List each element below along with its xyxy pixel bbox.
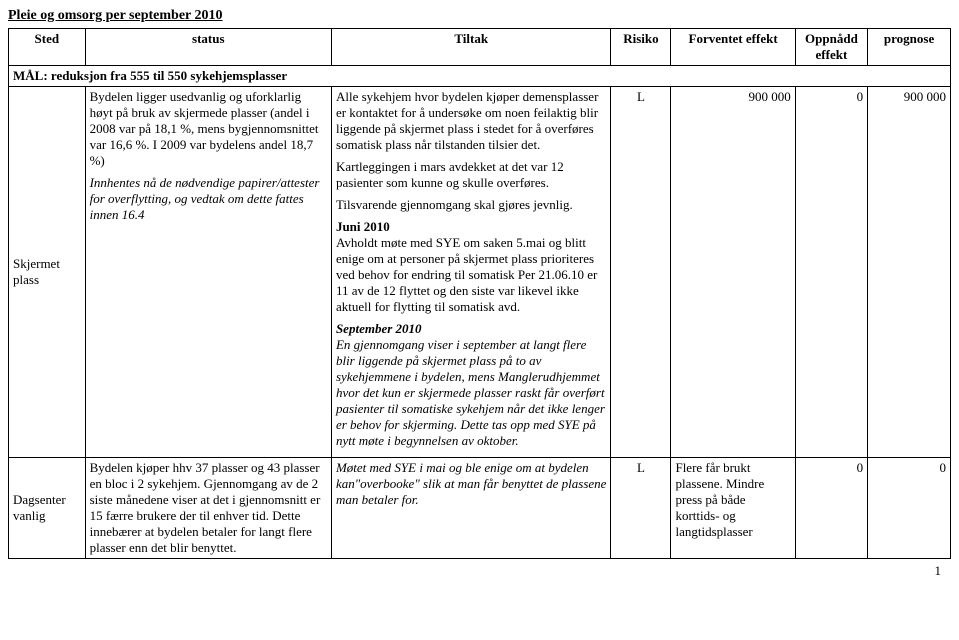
header-row: Sted status Tiltak Risiko Forventet effe… (9, 29, 951, 66)
tiltak-text: Møtet med SYE i mai og ble enige om at b… (336, 460, 607, 507)
cell-tiltak: Alle sykehjem hvor bydelen kjøper demens… (331, 87, 610, 458)
col-prognose: prognose (868, 29, 951, 66)
cell-oppnadd: 0 (795, 87, 867, 458)
page-number: 1 (8, 559, 951, 579)
tiltak-p4: Juni 2010 Avholdt møte med SYE om saken … (336, 219, 606, 315)
col-tiltak: Tiltak (331, 29, 610, 66)
tiltak-p5: September 2010 En gjennomgang viser i se… (336, 321, 606, 449)
row-dagsenter-vanlig: Dagsenter vanlig Bydelen kjøper hhv 37 p… (9, 458, 951, 559)
col-sted: Sted (9, 29, 86, 66)
tiltak-p3: Tilsvarende gjennomgang skal gjøres jevn… (336, 197, 606, 213)
tiltak-p1: Alle sykehjem hvor bydelen kjøper demens… (336, 89, 606, 153)
tiltak-p4-body: Avholdt møte med SYE om saken 5.mai og b… (336, 235, 597, 314)
tiltak-p2: Kartleggingen i mars avdekket at det var… (336, 159, 606, 191)
cell-oppnadd: 0 (795, 458, 867, 559)
sted-label: Dagsenter vanlig (13, 492, 66, 523)
main-table: Sted status Tiltak Risiko Forventet effe… (8, 28, 951, 559)
cell-sted: Dagsenter vanlig (9, 458, 86, 559)
tiltak-p4-head: Juni 2010 (336, 219, 390, 234)
col-status: status (85, 29, 331, 66)
goal-row: MÅL: reduksjon fra 555 til 550 sykehjems… (9, 66, 951, 87)
cell-status: Bydelen kjøper hhv 37 plasser og 43 plas… (85, 458, 331, 559)
cell-prognose: 0 (868, 458, 951, 559)
goal-cell: MÅL: reduksjon fra 555 til 550 sykehjems… (9, 66, 951, 87)
tiltak-p5-body: En gjennomgang viser i september at lang… (336, 337, 605, 448)
col-forventet: Forventet effekt (671, 29, 795, 66)
cell-status: Bydelen ligger usedvanlig og uforklarlig… (85, 87, 331, 458)
col-oppnadd: Oppnådd effekt (795, 29, 867, 66)
cell-sted: Skjermet plass (9, 87, 86, 458)
page-title: Pleie og omsorg per september 2010 (8, 8, 951, 24)
col-risiko: Risiko (611, 29, 671, 66)
sted-label: Skjermet plass (13, 256, 60, 287)
row-skjermet-plass: Skjermet plass Bydelen ligger usedvanlig… (9, 87, 951, 458)
cell-prognose: 900 000 (868, 87, 951, 458)
status-text: Bydelen kjøper hhv 37 plasser og 43 plas… (90, 460, 321, 555)
cell-risiko: L (611, 458, 671, 559)
status-p1: Bydelen ligger usedvanlig og uforklarlig… (90, 89, 327, 169)
cell-tiltak: Møtet med SYE i mai og ble enige om at b… (331, 458, 610, 559)
tiltak-p5-head: September 2010 (336, 321, 422, 336)
cell-forventet: Flere får brukt plassene. Mindre press p… (671, 458, 795, 559)
cell-forventet: 900 000 (671, 87, 795, 458)
status-p2: Innhentes nå de nødvendige papirer/attes… (90, 175, 327, 223)
cell-risiko: L (611, 87, 671, 458)
